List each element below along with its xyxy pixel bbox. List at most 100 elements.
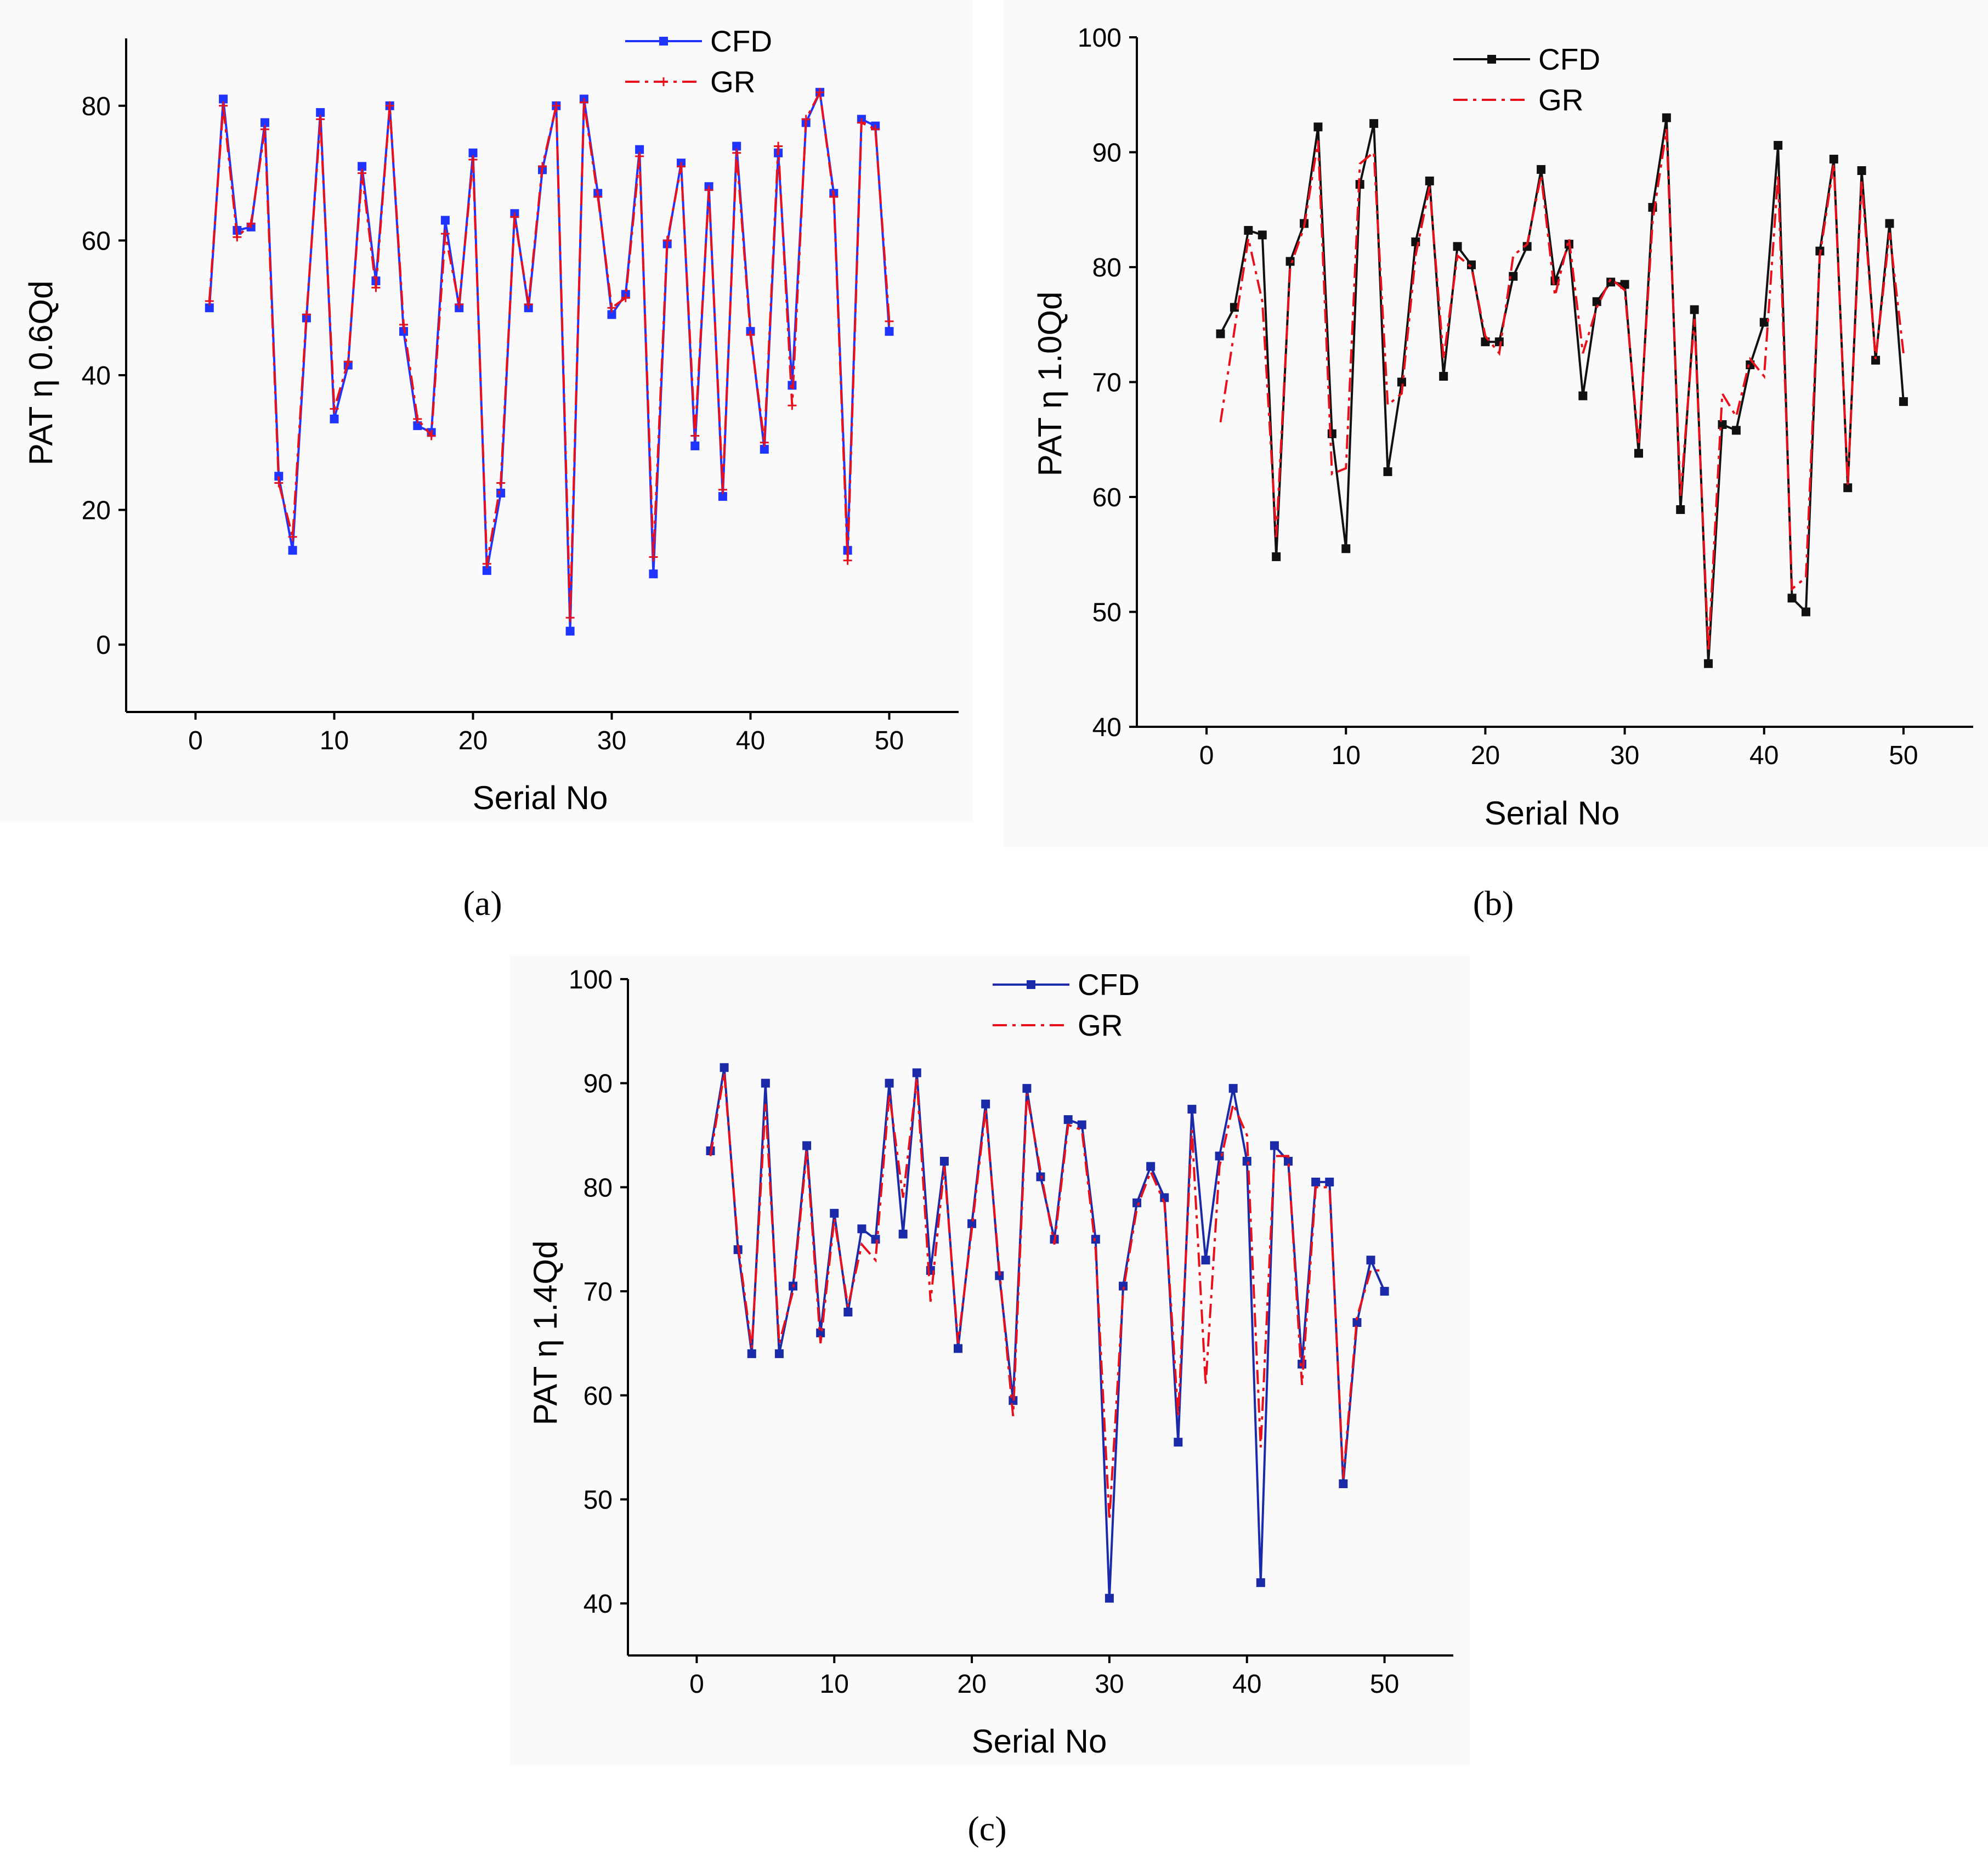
panel-a-gr-point [343, 357, 353, 366]
panel-c-cfd-point [1201, 1256, 1210, 1265]
panel-a-gr-point [593, 192, 603, 201]
panel-a-gr-point [427, 431, 436, 440]
panel-b-cfd-point [1718, 420, 1727, 429]
panel-b-y-tick-label: 90 [1092, 139, 1122, 168]
panel-a-legend-cfd-label: CFD [710, 24, 772, 58]
panel-b-cfd-point [1592, 297, 1601, 306]
panel-b-cfd-point [1843, 483, 1853, 493]
panel-b-cfd-point [1578, 391, 1588, 400]
panel-b-cfd-point [1885, 219, 1894, 228]
panel-b-plot-area [1216, 113, 1908, 668]
panel-c-y-tick-label: 60 [584, 1382, 613, 1411]
panel-a-gr-point [690, 431, 700, 440]
panel-c-cfd-point [1298, 1359, 1307, 1369]
panel-a-cfd-point [690, 441, 700, 450]
panel-a-cfd-point [885, 327, 894, 336]
panel-c-cfd-point [1022, 1084, 1032, 1093]
panel-a-gr-point [885, 317, 894, 326]
panel-b-cfd-point [1676, 505, 1685, 515]
panel-c-cfd-point [747, 1349, 756, 1358]
panel-c-legend-gr: GR [993, 1008, 1123, 1042]
panel-c-cfd-point [857, 1224, 866, 1234]
panel-b-cfd-point [1397, 377, 1406, 387]
panel-c-x-tick-label: 0 [689, 1670, 704, 1699]
panel-a-x-tick-label: 30 [597, 726, 626, 755]
panel-a-gr-point [677, 162, 686, 171]
panel-a-gr-point [496, 478, 506, 488]
panel-a-cfd-point [440, 216, 450, 225]
panel-c-y-tick-label: 40 [584, 1590, 613, 1619]
panel-a-cfd-point [718, 492, 727, 501]
panel-c-cfd-point [1091, 1235, 1100, 1244]
panel-c-x-tick-label: 50 [1370, 1670, 1399, 1699]
panel-a-gr-point [482, 559, 491, 568]
panel-a-gr-point [413, 414, 422, 423]
panel-c-legend-cfd-label: CFD [1078, 968, 1140, 1002]
panel-a-y-tick-label: 0 [96, 631, 111, 660]
panel-a-gr-point [760, 438, 769, 447]
panel-a-cfd-point [482, 566, 491, 575]
panel-b-cfd-point [1313, 122, 1323, 132]
caption-a: (a) [463, 884, 502, 923]
panel-c-y-tick-label: 90 [584, 1070, 613, 1099]
panel-c-cfd-point [1063, 1115, 1073, 1124]
panel-c-cfd-point [1325, 1177, 1334, 1186]
panel-b-cfd-point [1494, 337, 1504, 347]
panel-c-cfd-point [720, 1063, 729, 1072]
panel-a-cfd-point [413, 421, 422, 431]
panel-a-cfd-point [732, 142, 741, 151]
panel-c-cfd-point [1119, 1281, 1128, 1291]
panel-b-y-tick-label: 80 [1092, 253, 1122, 282]
panel-a-legend-gr-marker [659, 77, 668, 86]
panel-b-legend-gr: GR [1453, 83, 1584, 117]
panel-c-cfd-point [967, 1219, 977, 1228]
caption-b: (b) [1473, 884, 1514, 923]
panel-a-x-tick-label: 0 [188, 726, 203, 755]
panel-c-y-tick-label: 50 [584, 1485, 613, 1514]
panel-c-cfd-point [1256, 1578, 1265, 1587]
panel-b-cfd-point [1690, 305, 1699, 314]
panel-c-axes: 0 10 20 30 40 50 40 50 60 70 80 90 100 [569, 965, 1453, 1699]
panel-a-cfd-point [274, 472, 284, 481]
panel-a-x-tick-label: 40 [736, 726, 765, 755]
panel-c-cfd-point [761, 1078, 770, 1088]
panel-c-x-tick-label: 40 [1232, 1670, 1261, 1699]
panel-c-cfd-point [1242, 1156, 1251, 1166]
panel-b-cfd-point [1829, 155, 1838, 164]
panel-a-cfd-point [316, 108, 325, 117]
panel-b-cfd-point [1327, 429, 1336, 438]
panel-b-x-tick-label: 10 [1332, 741, 1361, 770]
panel-a-gr-point [455, 300, 464, 309]
panel-a-legend-gr: GR [625, 65, 756, 99]
panel-c-cfd-point [939, 1156, 949, 1166]
panel-a-gr-point [774, 142, 783, 151]
panel-a-gr-point [829, 192, 839, 201]
panel-a-gr-point [704, 185, 713, 195]
panel-a-cfd-point [205, 303, 214, 313]
panel-a-cfd-point [358, 162, 367, 171]
panel-b-cfd-point [1216, 329, 1225, 338]
panel-b-background [1004, 0, 1988, 847]
panel-b-legend-gr-label: GR [1538, 83, 1584, 117]
panel-b-x-tick-label: 30 [1610, 741, 1639, 770]
panel-a-gr-point [205, 296, 214, 306]
panel-b-cfd-point [1285, 257, 1295, 266]
panel-a-y-tick-label: 60 [82, 227, 111, 256]
panel-a-gr-point [662, 236, 672, 245]
panel-a-gr-point [788, 401, 797, 410]
panel-b-y-tick-label: 70 [1092, 369, 1122, 398]
panel-c-cfd-point [1228, 1084, 1238, 1093]
panel-c-cfd-point [1284, 1156, 1293, 1166]
panel-a-gr-point [274, 478, 284, 488]
panel-a-cfd-point [607, 310, 616, 319]
panel-a-x-tick-label: 10 [320, 726, 349, 755]
panel-a-gr-point [510, 212, 519, 222]
panel-c-x-axis-title: Serial No [972, 1723, 1107, 1760]
panel-c-cfd-point [1174, 1438, 1183, 1447]
panel-b-x-tick-label: 0 [1199, 741, 1214, 770]
panel-c-legend-gr-label: GR [1078, 1008, 1123, 1042]
panel-b-y-tick-label: 40 [1092, 713, 1122, 742]
panel-b-legend-cfd-marker [1487, 55, 1496, 64]
panel-b-cfd-point [1731, 426, 1741, 435]
